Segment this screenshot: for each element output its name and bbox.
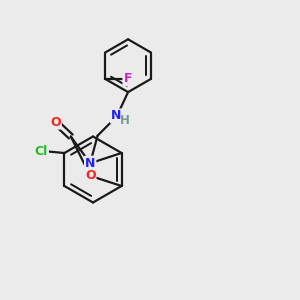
Text: O: O — [85, 169, 95, 182]
Text: N: N — [111, 110, 121, 122]
Text: O: O — [50, 116, 61, 129]
Text: H: H — [120, 114, 130, 127]
Text: N: N — [85, 157, 95, 170]
Text: F: F — [124, 72, 132, 86]
Text: Cl: Cl — [35, 145, 48, 158]
